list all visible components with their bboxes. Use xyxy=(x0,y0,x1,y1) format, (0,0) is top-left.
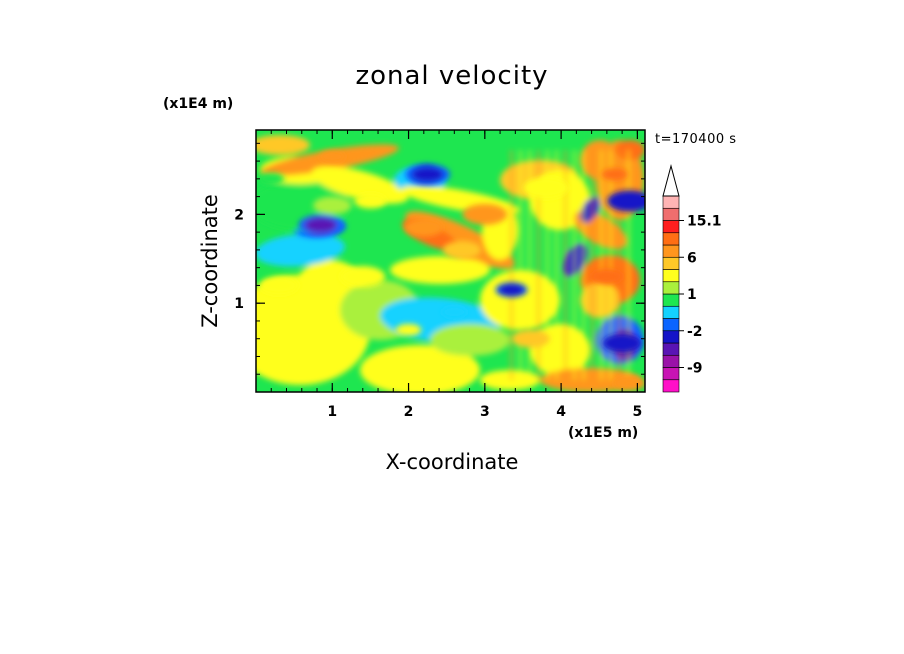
field-band xyxy=(627,150,630,380)
field-feature xyxy=(340,266,386,288)
colorbar-level xyxy=(662,354,680,368)
field-band xyxy=(618,150,621,380)
colorbar-level xyxy=(662,293,680,307)
field-feature xyxy=(304,217,337,233)
field-band xyxy=(573,150,576,380)
y-tick-label: 1 xyxy=(234,296,244,312)
colorbar-level xyxy=(662,232,680,246)
field-features xyxy=(258,150,645,391)
field-feature xyxy=(442,240,482,259)
field-band xyxy=(510,150,513,380)
field-feature xyxy=(259,276,299,295)
x-tick-label: 5 xyxy=(632,404,642,420)
field-band xyxy=(528,150,531,380)
colorbar-level xyxy=(662,330,680,344)
field-band xyxy=(519,150,522,380)
colorbar-level xyxy=(662,318,680,332)
field-blob xyxy=(430,324,510,356)
field-blob xyxy=(256,135,310,155)
field-feature xyxy=(395,323,422,336)
plot-field xyxy=(256,130,645,392)
field-feature xyxy=(613,375,645,391)
field-band xyxy=(600,150,603,380)
colorbar-level xyxy=(662,305,680,319)
field-feature xyxy=(590,269,623,285)
field-feature xyxy=(498,283,525,296)
colorbar-level xyxy=(662,220,680,234)
field-blob xyxy=(311,166,409,204)
field-feature xyxy=(601,168,628,181)
colorbar-level xyxy=(662,379,680,393)
colorbar-level xyxy=(662,281,680,295)
field-feature xyxy=(258,172,285,185)
field-feature xyxy=(319,150,346,163)
x-multiplier-label: (x1E5 m) xyxy=(568,425,638,441)
field-band xyxy=(537,150,540,380)
y-multiplier-label: (x1E4 m) xyxy=(163,96,233,112)
field-feature xyxy=(523,177,569,199)
field-feature xyxy=(511,329,550,348)
colorbar-label: -9 xyxy=(687,361,703,377)
field-feature xyxy=(607,190,645,212)
colorbar-level xyxy=(662,207,680,221)
field-band xyxy=(582,150,585,380)
field-feature xyxy=(602,334,642,353)
x-tick-label: 1 xyxy=(327,404,337,420)
colorbar: -9 -2 1 6 15.1 xyxy=(662,164,722,393)
plot-frame xyxy=(255,129,646,393)
axis-ticks: 1 2 3 4 5 1 2 xyxy=(234,130,645,420)
colorbar-label: 15.1 xyxy=(687,214,722,230)
field-blob xyxy=(360,345,480,392)
field-feature xyxy=(354,193,387,209)
time-label: t=170400 s xyxy=(655,132,737,147)
field-blob xyxy=(580,197,600,223)
field-band xyxy=(609,150,612,380)
colorbar-level xyxy=(662,367,680,381)
colorbar-label: 1 xyxy=(687,287,697,303)
colorbar-label: 6 xyxy=(687,250,697,266)
x-axis-label: X-coordinate xyxy=(386,450,519,474)
x-tick-label: 3 xyxy=(480,404,490,420)
colorbar-level xyxy=(662,269,680,283)
field-band xyxy=(591,150,594,380)
field-feature xyxy=(313,196,352,215)
field-band xyxy=(546,150,549,380)
colorbar-label: -2 xyxy=(687,324,703,340)
field-band xyxy=(564,150,567,380)
colorbar-level xyxy=(662,195,680,209)
x-tick-label: 4 xyxy=(556,404,566,420)
field-feature xyxy=(441,306,468,319)
x-tick-label: 2 xyxy=(404,404,414,420)
field-feature xyxy=(404,218,444,237)
y-tick-label: 2 xyxy=(234,207,244,223)
colorbar-overflow-arrow xyxy=(662,164,680,197)
field-blob xyxy=(256,233,345,267)
colorbar-level xyxy=(662,342,680,356)
colorbar-level xyxy=(662,256,680,270)
field-feature xyxy=(411,166,444,182)
y-axis-label: Z-coordinate xyxy=(198,194,222,328)
field-feature xyxy=(462,203,508,225)
field-blob xyxy=(390,256,490,284)
colorbar-level xyxy=(662,244,680,258)
field-band xyxy=(555,150,558,380)
chart-title: zonal velocity xyxy=(355,61,548,91)
